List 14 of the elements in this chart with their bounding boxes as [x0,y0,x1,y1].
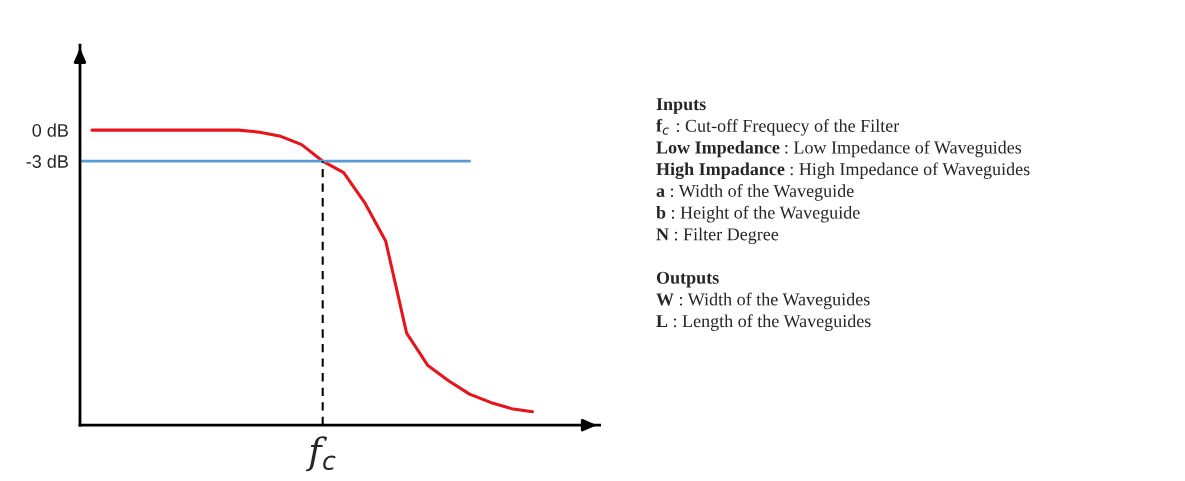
y-tick-label: -3 dB [26,154,68,168]
y-tick-label: 0 dB [32,123,68,137]
text: b : Height of the Waveguide [656,205,860,223]
text: L : Length of the Waveguides [656,314,871,331]
text: Inputs [656,98,706,114]
text: a : Width of the Waveguide [656,184,854,201]
x-tick-label: f$_{c}$ [306,436,336,472]
text: High Impadance : High Impedance of Waveguides [656,162,1030,180]
line-series [90,128,535,414]
text: f$_{c}$ : Cut-off Frequecy of the Filter [656,118,900,136]
text: Outputs [656,271,719,288]
text: N : Filter Degree [656,227,779,245]
text: Low Impedance : Low Impedance of Waveguides [656,140,1022,158]
text: W : Width of the Waveguides [656,292,870,310]
